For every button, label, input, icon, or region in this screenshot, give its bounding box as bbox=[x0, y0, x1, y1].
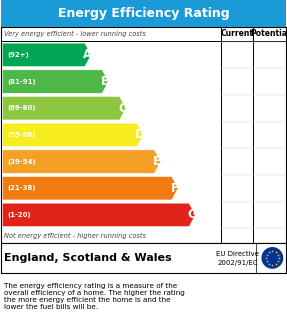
Text: Not energy efficient - higher running costs: Not energy efficient - higher running co… bbox=[4, 233, 146, 239]
Text: F: F bbox=[171, 182, 179, 195]
Text: Very energy efficient - lower running costs: Very energy efficient - lower running co… bbox=[4, 31, 146, 37]
FancyBboxPatch shape bbox=[1, 0, 286, 27]
Text: (92+): (92+) bbox=[7, 52, 29, 58]
Text: (55-68): (55-68) bbox=[7, 132, 36, 138]
Text: Energy Efficiency Rating: Energy Efficiency Rating bbox=[58, 7, 229, 20]
FancyBboxPatch shape bbox=[1, 243, 286, 273]
Polygon shape bbox=[2, 123, 143, 147]
Polygon shape bbox=[2, 203, 195, 227]
Polygon shape bbox=[2, 70, 108, 93]
Text: (69-80): (69-80) bbox=[7, 105, 36, 111]
Text: The energy efficiency rating is a measure of the
overall efficiency of a home. T: The energy efficiency rating is a measur… bbox=[4, 283, 185, 310]
FancyBboxPatch shape bbox=[1, 27, 286, 243]
Text: B: B bbox=[101, 75, 110, 88]
Text: (21-38): (21-38) bbox=[7, 185, 36, 191]
Text: EU Directive: EU Directive bbox=[216, 251, 259, 257]
Text: C: C bbox=[118, 102, 127, 115]
Text: (81-91): (81-91) bbox=[7, 78, 36, 84]
Text: Potential: Potential bbox=[250, 29, 287, 38]
Text: England, Scotland & Wales: England, Scotland & Wales bbox=[4, 253, 171, 263]
Ellipse shape bbox=[261, 247, 283, 269]
Polygon shape bbox=[2, 43, 91, 67]
Text: Current: Current bbox=[221, 29, 254, 38]
Text: (1-20): (1-20) bbox=[7, 212, 31, 218]
Text: E: E bbox=[153, 155, 161, 168]
Text: G: G bbox=[187, 208, 197, 221]
Text: 2002/91/EC: 2002/91/EC bbox=[218, 260, 259, 266]
Text: D: D bbox=[135, 128, 145, 141]
Text: A: A bbox=[83, 48, 92, 61]
Polygon shape bbox=[2, 96, 126, 120]
Text: (39-54): (39-54) bbox=[7, 158, 36, 164]
Polygon shape bbox=[2, 177, 178, 200]
Polygon shape bbox=[2, 150, 161, 173]
